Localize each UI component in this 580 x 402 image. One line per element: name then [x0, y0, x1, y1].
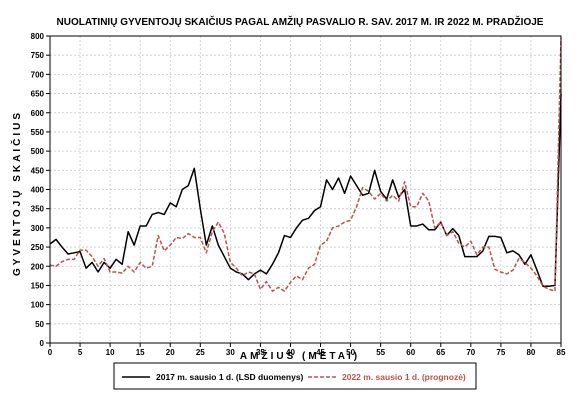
x-tick-label: 45	[316, 348, 325, 357]
plot-frame	[49, 35, 562, 344]
y-tick-label: 500	[31, 147, 45, 156]
x-tick-label: 40	[286, 348, 295, 357]
y-tick-label: 0	[40, 339, 45, 348]
x-tick-label: 50	[346, 348, 355, 357]
y-tick-label: 700	[31, 70, 45, 79]
y-tick-label: 250	[31, 243, 45, 252]
x-tick-label: 60	[406, 348, 415, 357]
x-tick-label: 20	[166, 348, 175, 357]
y-tick-label: 550	[31, 128, 45, 137]
y-tick-label: 100	[31, 301, 45, 310]
tick-labels: 0501001502002503003504004505005506006507…	[31, 32, 566, 357]
x-tick-label: 0	[48, 348, 53, 357]
series-layer	[49, 37, 562, 292]
chart-title: NUOLATINIŲ GYVENTOJŲ SKAIČIUS PAGAL AMŽI…	[57, 15, 544, 28]
y-tick-label: 50	[35, 320, 44, 329]
y-axis-label: GYVENTOJŲ SKAIČIUS	[10, 110, 23, 276]
x-tick-label: 75	[496, 348, 505, 357]
legend-entry-2022: 2022 m. sausio 1 d. (prognozė)	[342, 372, 466, 382]
x-axis-label: AMŽIUS (METAI)	[240, 349, 360, 362]
x-tick-label: 25	[196, 348, 205, 357]
y-tick-label: 300	[31, 224, 45, 233]
y-tick-label: 800	[31, 32, 45, 41]
legend: 2017 m. sausio 1 d. (LSD duomenys) 2022 …	[113, 362, 477, 390]
series-line-2022	[49, 37, 562, 292]
y-tick-label: 600	[31, 109, 45, 118]
y-tick-label: 150	[31, 281, 45, 290]
legend-box	[113, 362, 477, 390]
x-tick-label: 35	[256, 348, 265, 357]
y-tick-label: 350	[31, 205, 45, 214]
x-tick-label: 30	[226, 348, 235, 357]
grid	[49, 35, 562, 344]
x-tick-label: 15	[136, 348, 145, 357]
x-tick-label: 65	[436, 348, 445, 357]
x-tick-label: 55	[376, 348, 385, 357]
legend-entry-2017: 2017 m. sausio 1 d. (LSD duomenys)	[156, 372, 304, 382]
series-line-2017	[49, 93, 562, 287]
y-tick-label: 400	[31, 186, 45, 195]
x-tick-label: 70	[466, 348, 475, 357]
x-tick-label: 5	[78, 348, 83, 357]
x-tick-label: 85	[557, 348, 566, 357]
x-tick-label: 10	[106, 348, 115, 357]
y-tick-label: 450	[31, 166, 45, 175]
y-tick-label: 750	[31, 51, 45, 60]
x-tick-label: 80	[526, 348, 535, 357]
y-tick-label: 200	[31, 262, 45, 271]
y-tick-label: 650	[31, 90, 45, 99]
